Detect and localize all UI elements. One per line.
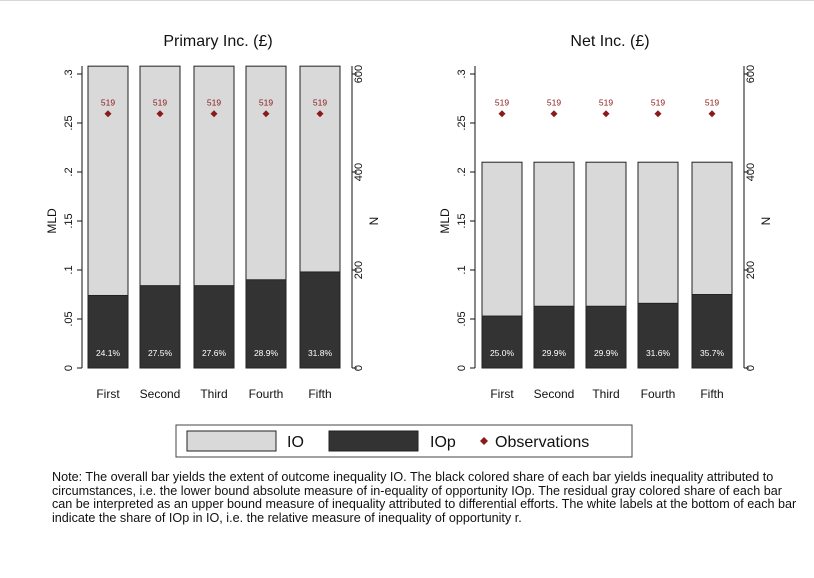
bar-share-label: 31.8% [308,348,333,358]
top-rule [0,0,814,1]
observation-label: 519 [495,98,509,108]
x-tick-label: Fifth [308,387,331,401]
legend-label: Observations [495,434,589,451]
y-tick-label: .2 [63,167,75,176]
legend-label: IO [287,434,304,451]
y-tick-label: 0 [63,365,75,371]
observation-label: 519 [207,98,221,108]
bar-share-label: 29.9% [594,348,619,358]
legend: IO IOp Observations [175,424,633,458]
y-axis-title: MLD [438,208,452,234]
bar-share-label: 25.0% [490,348,515,358]
y2-tick-label: 200 [745,261,757,279]
y-tick-label: 0 [456,365,468,371]
bar-iop [691,294,733,369]
y-tick-label: .05 [63,311,75,326]
bar-share-label: 29.9% [542,348,567,358]
observation-marker [316,110,324,118]
observation-label: 519 [651,98,665,108]
y2-tick-label: 400 [745,163,757,181]
legend-swatch-io [186,430,277,452]
observation-marker [602,110,610,118]
y-tick-label: .2 [456,167,468,176]
chart-panel-2: Net Inc. (£) 0 .05 .1 .15 .2 .25 .3 MLD 0 200 400 60… [438,33,773,401]
bar-iop [299,271,341,369]
observation-marker [104,110,112,118]
bar-share-label: 24.1% [96,348,121,358]
observation-label: 519 [599,98,613,108]
y-tick-label: .3 [456,69,468,78]
bar-share-label: 27.5% [148,348,173,358]
bar-share-label: 28.9% [254,348,279,358]
x-tick-label: First [96,387,120,401]
figure: Primary Inc. (£) 0 .05 .1 .15 .2 .25 .3 MLD 0 200 4… [45,33,773,458]
y-tick-label: .25 [456,115,468,130]
observation-marker [262,110,270,118]
legend-swatch-iop [328,430,419,452]
bar-iop [87,294,129,369]
bar-share-label: 35.7% [700,348,725,358]
bar-iop [139,285,181,369]
observation-marker [210,110,218,118]
x-tick-label: Fifth [700,387,723,401]
bar-share-label: 27.6% [202,348,227,358]
x-tick-label: Second [534,387,575,401]
legend-marker-observations [480,437,488,445]
bar-iop [637,302,679,369]
y2-tick-label: 0 [745,365,757,371]
observation-marker [654,110,662,118]
observation-marker [550,110,558,118]
bar-iop [533,305,575,369]
x-tick-label: Second [140,387,181,401]
x-tick-label: First [490,387,514,401]
y2-tick-label: 400 [353,163,365,181]
x-tick-label: Fourth [249,387,284,401]
observation-marker [156,110,164,118]
observation-label: 519 [101,98,115,108]
figure-note: Note: The overall bar yields the extent … [52,470,797,525]
x-tick-label: Fourth [641,387,676,401]
y-tick-label: .15 [63,213,75,228]
observation-label: 519 [153,98,167,108]
bar-share-label: 31.6% [646,348,671,358]
observation-label: 519 [705,98,719,108]
y2-tick-label: 600 [353,65,365,83]
observation-label: 519 [547,98,561,108]
observation-label: 519 [259,98,273,108]
bar-iop [481,315,523,369]
y-tick-label: .1 [456,265,468,274]
bar-iop [585,305,627,369]
observation-marker [708,110,716,118]
y2-tick-label: 600 [745,65,757,83]
y2-tick-label: 200 [353,261,365,279]
y2-axis-title: N [367,217,381,226]
observation-label: 519 [313,98,327,108]
chart-title: Primary Inc. (£) [163,33,272,50]
y-tick-label: .25 [63,115,75,130]
chart-panel-1: Primary Inc. (£) 0 .05 .1 .15 .2 .25 .3 MLD 0 200 4… [45,33,381,401]
y-tick-label: .1 [63,265,75,274]
legend-label: IOp [430,434,456,451]
bar-iop [245,279,287,369]
y2-tick-label: 0 [353,365,365,371]
bar-iop [193,285,235,369]
y-tick-label: .15 [456,213,468,228]
y-axis-title: MLD [45,208,59,234]
observation-marker [498,110,506,118]
x-tick-label: Third [592,387,619,401]
y-tick-label: .3 [63,69,75,78]
y-tick-label: .05 [456,311,468,326]
x-tick-label: Third [200,387,227,401]
y2-axis-title: N [759,217,773,226]
chart-title: Net Inc. (£) [570,33,649,50]
